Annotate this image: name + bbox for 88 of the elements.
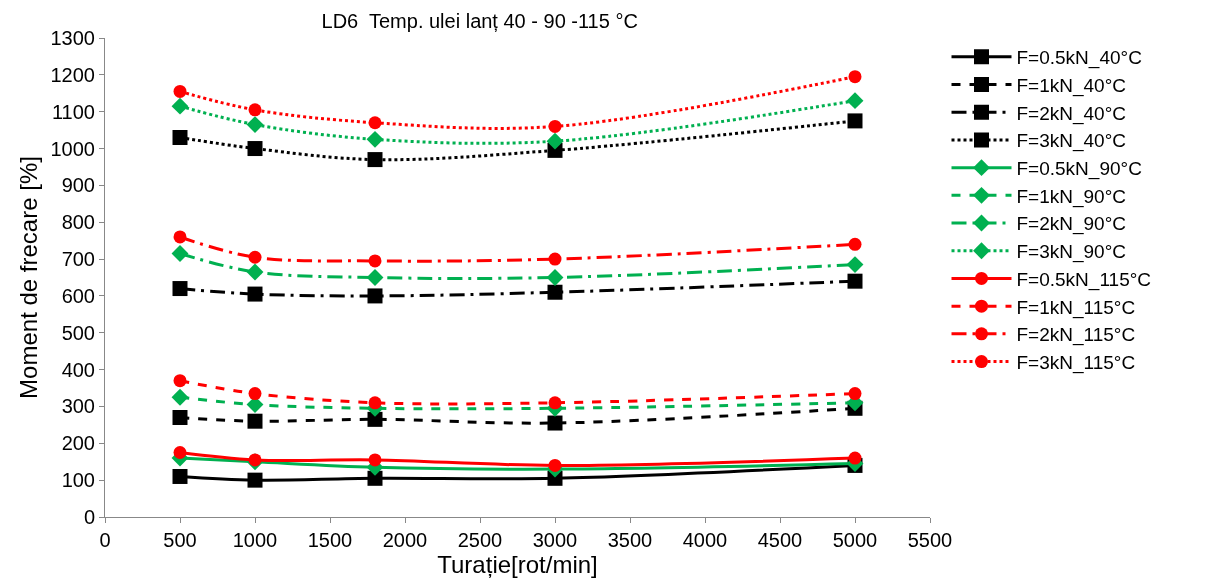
point bbox=[547, 284, 563, 300]
point bbox=[172, 410, 188, 426]
y-tick-label: 100 bbox=[61, 469, 95, 492]
point bbox=[548, 458, 562, 472]
point bbox=[546, 132, 564, 150]
point bbox=[548, 252, 562, 266]
point bbox=[247, 472, 263, 488]
y-tick-label: 500 bbox=[61, 321, 95, 344]
legend-label: F=2kN_115°C bbox=[1016, 324, 1136, 347]
y-tick-label: 1300 bbox=[50, 27, 95, 49]
x-tick-label: 2000 bbox=[382, 529, 428, 551]
y-tick-label: 200 bbox=[61, 432, 95, 455]
legend-label: F=3kN_40°C bbox=[1016, 130, 1127, 153]
y-tick-label: 400 bbox=[61, 358, 95, 381]
point bbox=[368, 254, 382, 268]
x-tick-label: 5000 bbox=[832, 529, 878, 551]
point bbox=[847, 273, 863, 289]
chart-title: LD6 Temp. ulei lanț 40 - 90 -115 °C bbox=[321, 10, 638, 33]
point bbox=[848, 237, 862, 251]
point bbox=[367, 470, 383, 486]
legend-label: F=3kN_115°C bbox=[1016, 351, 1136, 374]
legend-label: F=1kN_115°C bbox=[1016, 296, 1136, 319]
point bbox=[366, 269, 384, 286]
x-tick-label: 4500 bbox=[757, 529, 803, 551]
point bbox=[172, 468, 188, 484]
point bbox=[368, 453, 382, 467]
legend-label: F=2kN_40°C bbox=[1016, 102, 1127, 125]
point bbox=[848, 387, 862, 401]
x-tick-label: 5500 bbox=[907, 529, 953, 551]
point bbox=[366, 130, 384, 148]
legend-label: F=0.5kN_115°C bbox=[1016, 268, 1152, 291]
y-tick-label: 300 bbox=[61, 395, 95, 418]
y-tick-label: 1200 bbox=[50, 63, 95, 86]
point bbox=[248, 250, 262, 264]
point bbox=[368, 396, 382, 410]
point bbox=[173, 374, 187, 388]
y-tick-label: 900 bbox=[61, 174, 95, 197]
y-tick-label: 600 bbox=[61, 284, 95, 307]
point bbox=[548, 396, 562, 410]
y-axis-title: Moment de frecare [%] bbox=[14, 156, 42, 399]
point bbox=[546, 269, 564, 286]
x-tick-label: 1000 bbox=[232, 529, 278, 551]
y-tick-label: 1000 bbox=[50, 137, 95, 160]
point bbox=[248, 387, 262, 401]
point bbox=[848, 70, 862, 84]
point bbox=[246, 263, 264, 281]
legend-label: F=0.5kN_40°C bbox=[1016, 47, 1142, 70]
x-tick-label: 2500 bbox=[457, 529, 503, 551]
point bbox=[547, 415, 563, 431]
point bbox=[368, 116, 382, 130]
x-axis-title: Turație[rot/min] bbox=[437, 551, 598, 578]
point bbox=[171, 97, 189, 115]
point bbox=[173, 84, 187, 98]
point bbox=[171, 245, 189, 262]
legend-label: F=0.5kN_90°C bbox=[1016, 158, 1142, 181]
point bbox=[247, 141, 263, 157]
x-tick-label: 3500 bbox=[607, 529, 653, 551]
point bbox=[548, 119, 562, 133]
x-tick-label: 4000 bbox=[682, 529, 728, 551]
point bbox=[247, 286, 263, 302]
point bbox=[846, 256, 864, 274]
x-tick-label: 0 bbox=[99, 529, 111, 551]
point bbox=[846, 92, 864, 110]
y-tick-label: 700 bbox=[61, 248, 95, 271]
point bbox=[248, 453, 262, 467]
point bbox=[171, 388, 189, 406]
point bbox=[173, 446, 187, 460]
point bbox=[246, 116, 264, 134]
point bbox=[172, 129, 188, 145]
point bbox=[367, 411, 383, 427]
x-tick-label: 500 bbox=[163, 529, 197, 551]
legend-label: F=3kN_90°C bbox=[1016, 241, 1127, 264]
point bbox=[247, 413, 263, 429]
point bbox=[172, 281, 188, 297]
legend-label: F=1kN_40°C bbox=[1016, 74, 1127, 97]
x-tick-label: 3000 bbox=[532, 529, 578, 551]
point bbox=[248, 103, 262, 117]
point bbox=[848, 451, 862, 465]
point bbox=[367, 288, 383, 304]
y-tick-label: 800 bbox=[61, 211, 95, 234]
legend-label: F=2kN_90°C bbox=[1016, 213, 1127, 236]
legend-label: F=1kN_90°C bbox=[1016, 185, 1127, 208]
point bbox=[847, 113, 863, 129]
y-tick-label: 1100 bbox=[51, 100, 95, 123]
y-tick-label: 0 bbox=[83, 506, 95, 528]
point bbox=[367, 152, 383, 168]
x-tick-label: 1500 bbox=[307, 529, 353, 551]
point bbox=[173, 230, 187, 244]
